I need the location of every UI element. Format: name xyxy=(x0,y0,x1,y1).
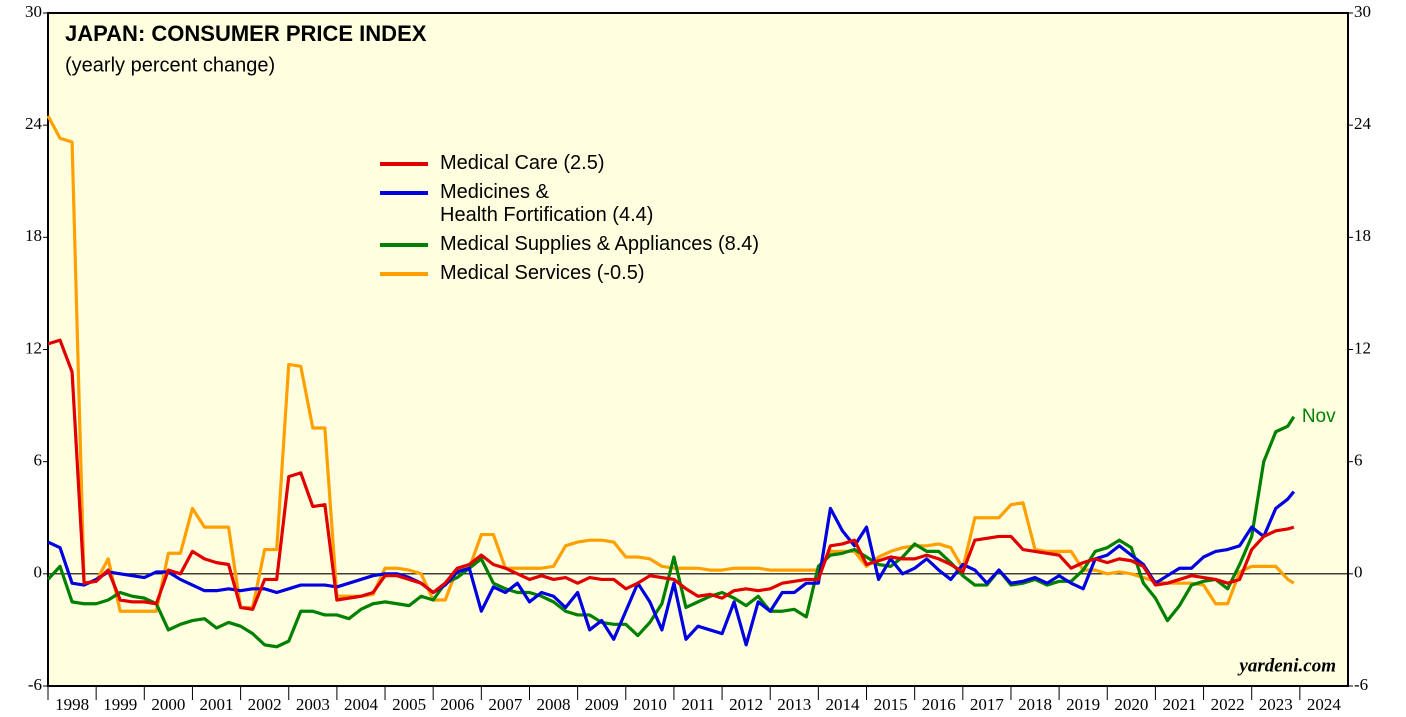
y-tick-label: -6 xyxy=(28,675,42,694)
x-tick-label: 2001 xyxy=(200,695,234,714)
legend-swatch xyxy=(380,162,428,166)
x-tick-label: 2008 xyxy=(537,695,571,714)
legend-item: Medical Services (-0.5) xyxy=(380,262,759,285)
x-tick-label: 2007 xyxy=(488,695,523,714)
y-tick-label: 30 xyxy=(25,2,42,21)
y-tick-label: 0 xyxy=(34,563,43,582)
legend-label: Medical Care (2.5) xyxy=(440,152,605,174)
x-tick-label: 2016 xyxy=(922,695,956,714)
y2-tick-label: 18 xyxy=(1354,226,1371,245)
x-tick-label: 2002 xyxy=(248,695,282,714)
y2-tick-label: 6 xyxy=(1354,451,1363,470)
x-tick-label: 2015 xyxy=(874,695,908,714)
legend-item: Medical Supplies & Appliances (8.4) xyxy=(380,233,759,256)
x-tick-label: 1998 xyxy=(55,695,89,714)
series-line xyxy=(47,490,1296,647)
legend-item: Medical Care (2.5) xyxy=(380,152,759,175)
source: yardeni.com xyxy=(1237,655,1336,676)
x-tick-label: 2022 xyxy=(1211,695,1245,714)
x-tick-label: 2005 xyxy=(392,695,426,714)
x-tick-label: 2010 xyxy=(633,695,667,714)
x-tick-label: 2017 xyxy=(970,695,1005,714)
x-tick-label: 2012 xyxy=(729,695,763,714)
legend: Medical Care (2.5) Medicines & Health For… xyxy=(380,152,759,291)
x-tick-label: 2004 xyxy=(344,695,379,714)
series-line xyxy=(46,415,1296,649)
y2-tick-label: 0 xyxy=(1354,563,1363,582)
y-tick-label: 18 xyxy=(25,226,42,245)
y2-tick-label: 30 xyxy=(1354,2,1371,21)
y2-tick-label: 12 xyxy=(1354,338,1371,357)
chart-subtitle: (yearly percent change) xyxy=(65,54,275,76)
y-tick-label: 24 xyxy=(25,114,43,133)
chart-title: JAPAN: CONSUMER PRICE INDEX xyxy=(65,21,427,46)
legend-label: Medicines & Health Fortification (4.4) xyxy=(440,181,654,226)
y2-tick-label: 24 xyxy=(1354,114,1372,133)
x-tick-label: 2000 xyxy=(151,695,185,714)
legend-swatch xyxy=(380,191,428,195)
legend-swatch xyxy=(380,243,428,247)
x-tick-label: 2023 xyxy=(1259,695,1293,714)
x-tick-label: 2018 xyxy=(1018,695,1052,714)
x-tick-label: 2009 xyxy=(585,695,619,714)
y-tick-label: 12 xyxy=(25,338,42,357)
y-tick-label: 6 xyxy=(34,451,43,470)
x-tick-label: 2020 xyxy=(1114,695,1148,714)
x-tick-label: 2021 xyxy=(1162,695,1196,714)
x-tick-label: 2014 xyxy=(825,695,860,714)
last-month-label: Nov xyxy=(1302,406,1336,427)
y2-tick-label: -6 xyxy=(1354,675,1368,694)
x-tick-label: 2003 xyxy=(296,695,330,714)
series-line xyxy=(47,338,1295,611)
x-tick-label: 2011 xyxy=(681,695,714,714)
plot-area xyxy=(47,12,1349,687)
x-tick-label: 2024 xyxy=(1307,695,1342,714)
x-tick-label: 2013 xyxy=(777,695,811,714)
x-tick-label: 2019 xyxy=(1066,695,1100,714)
x-tick-label: 2006 xyxy=(440,695,474,714)
legend-label: Medical Services (-0.5) xyxy=(440,262,645,284)
x-tick-label: 1999 xyxy=(103,695,137,714)
legend-item: Medicines & Health Fortification (4.4) xyxy=(380,181,759,227)
legend-swatch xyxy=(380,272,428,276)
legend-label: Medical Supplies & Appliances (8.4) xyxy=(440,233,760,255)
